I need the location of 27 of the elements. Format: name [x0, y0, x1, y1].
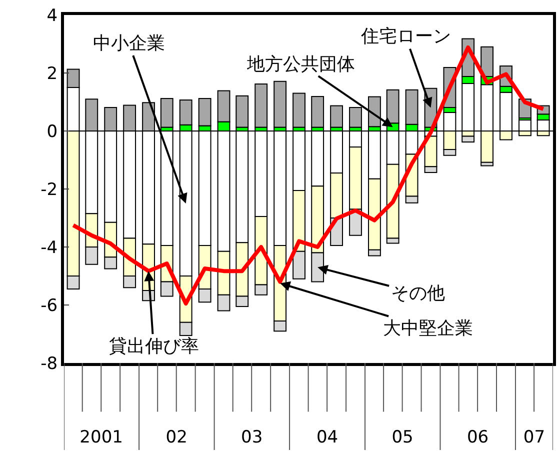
- y-tick-label: -2: [40, 180, 58, 200]
- text: 中小企業: [93, 33, 165, 54]
- y-tick-label: -6: [40, 296, 58, 316]
- bar: [160, 98, 174, 128]
- x-tick-label: 02: [166, 427, 188, 448]
- text: 地方公共団体: [246, 54, 355, 75]
- y-tick-label: 2: [46, 64, 58, 84]
- y-tick-label: -8: [40, 354, 58, 374]
- x-tick-label: 05: [392, 427, 414, 448]
- bar: [254, 84, 268, 128]
- series-label: 住宅ローン: [360, 26, 451, 47]
- x-tick-label: 03: [240, 427, 263, 448]
- bar: [274, 80, 287, 128]
- x-tick-label: 04: [316, 427, 338, 448]
- x-tick-label: 07: [523, 427, 546, 448]
- text: 大中堅企業: [383, 318, 473, 339]
- bar: [292, 92, 306, 128]
- bar: [311, 96, 324, 128]
- bar: [330, 105, 343, 128]
- x-tick-label: 2001: [80, 427, 123, 448]
- bar: [236, 95, 249, 128]
- series-label: その他: [391, 283, 445, 304]
- y-tick-label: -4: [40, 238, 58, 258]
- y-tick-label: 4: [46, 6, 58, 26]
- series-label: 貸出伸び率: [109, 336, 199, 357]
- y-tick-label: 0: [46, 122, 58, 142]
- x-tick-label: 06: [466, 427, 489, 448]
